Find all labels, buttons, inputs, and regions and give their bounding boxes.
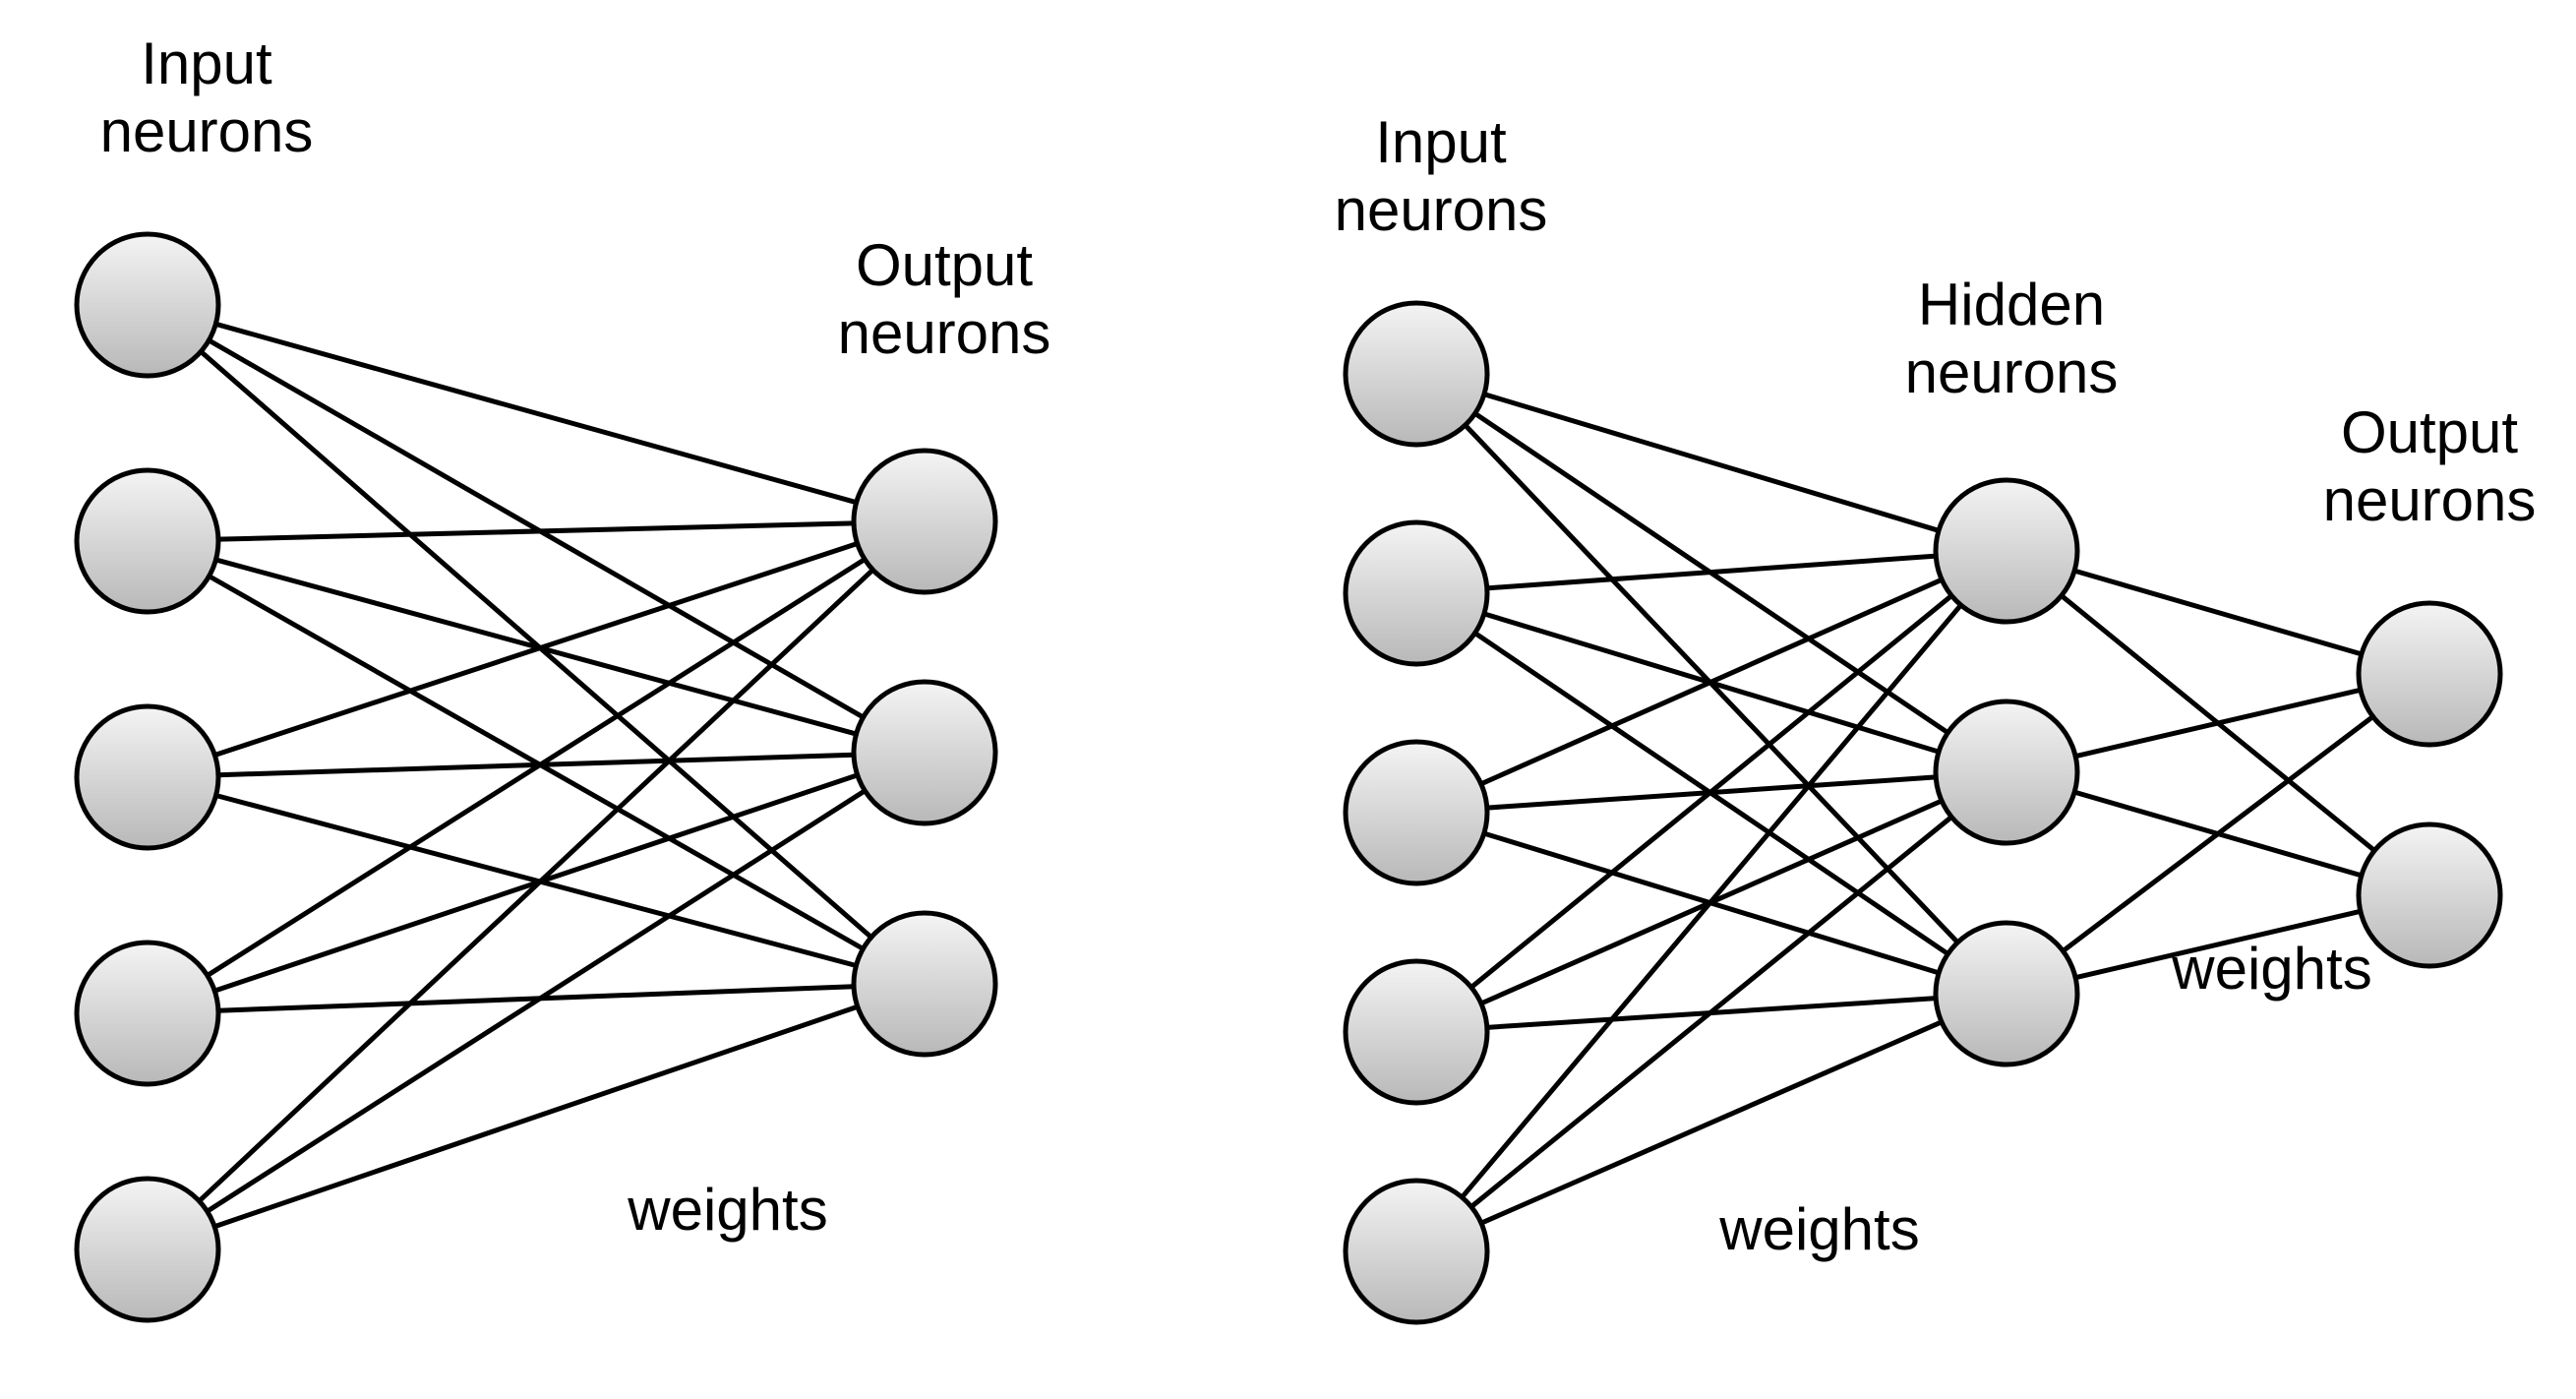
net-left-edges xyxy=(200,324,873,1226)
left-output-neuron-1 xyxy=(854,682,995,823)
left-output-neuron-0 xyxy=(854,451,995,592)
left-input-neuron-4 xyxy=(77,1179,218,1320)
edge xyxy=(215,324,856,502)
right-input-neuron-0 xyxy=(1346,303,1487,445)
right-input-label: Inputneurons xyxy=(1335,109,1548,243)
left-input-neuron-3 xyxy=(77,943,218,1084)
left-output-label: Outputneurons xyxy=(838,232,1051,366)
left-input-label: Inputneurons xyxy=(100,30,314,164)
edge xyxy=(1484,395,1939,531)
neural-network-diagram: InputneuronsOutputneuronsweightsInputneu… xyxy=(0,0,2576,1399)
left-output-neuron-2 xyxy=(854,913,995,1055)
net-left: Inputneurons Outputneurons weights xyxy=(77,30,1050,1320)
right-hidden-neuron-1 xyxy=(1936,701,2077,843)
edge xyxy=(1462,605,1960,1197)
right-hidden-neuron-0 xyxy=(1936,480,2077,622)
right-weights1-label: weights xyxy=(1718,1196,1919,1262)
left-input-neuron-2 xyxy=(77,706,218,848)
edge xyxy=(1481,1022,1942,1223)
edge xyxy=(1487,556,1936,588)
edge xyxy=(214,544,857,756)
right-output-neuron-0 xyxy=(2359,603,2500,745)
left-weights-label: weights xyxy=(627,1177,827,1243)
edge xyxy=(208,791,866,1211)
left-output xyxy=(854,451,995,1055)
left-input-neuron-0 xyxy=(77,234,218,376)
edge xyxy=(2063,716,2372,950)
right-output-neuron-1 xyxy=(2359,824,2500,966)
edge xyxy=(1471,595,1951,987)
edge xyxy=(1471,817,1951,1206)
right-output-label: Outputneurons xyxy=(2323,399,2537,533)
left-input xyxy=(77,234,218,1320)
edge xyxy=(218,523,854,539)
net-right: Inputneurons Hiddenneurons Outputneurons we… xyxy=(1335,109,2537,1322)
right-input xyxy=(1346,303,1487,1322)
right-input-neuron-2 xyxy=(1346,742,1487,883)
left-input-neuron-1 xyxy=(77,470,218,612)
right-input-neuron-3 xyxy=(1346,961,1487,1103)
right-hidden-label: Hiddenneurons xyxy=(1905,272,2119,405)
right-weights2-label: weights xyxy=(2171,936,2371,1002)
edge xyxy=(200,570,873,1201)
edge xyxy=(208,560,865,976)
right-output xyxy=(2359,603,2500,966)
right-input-neuron-4 xyxy=(1346,1181,1487,1322)
right-input-neuron-1 xyxy=(1346,522,1487,664)
right-hidden-neuron-2 xyxy=(1936,923,2077,1064)
net-right-edges xyxy=(1462,395,2374,1223)
edge xyxy=(2075,690,2361,756)
right-hidden xyxy=(1936,480,2077,1064)
